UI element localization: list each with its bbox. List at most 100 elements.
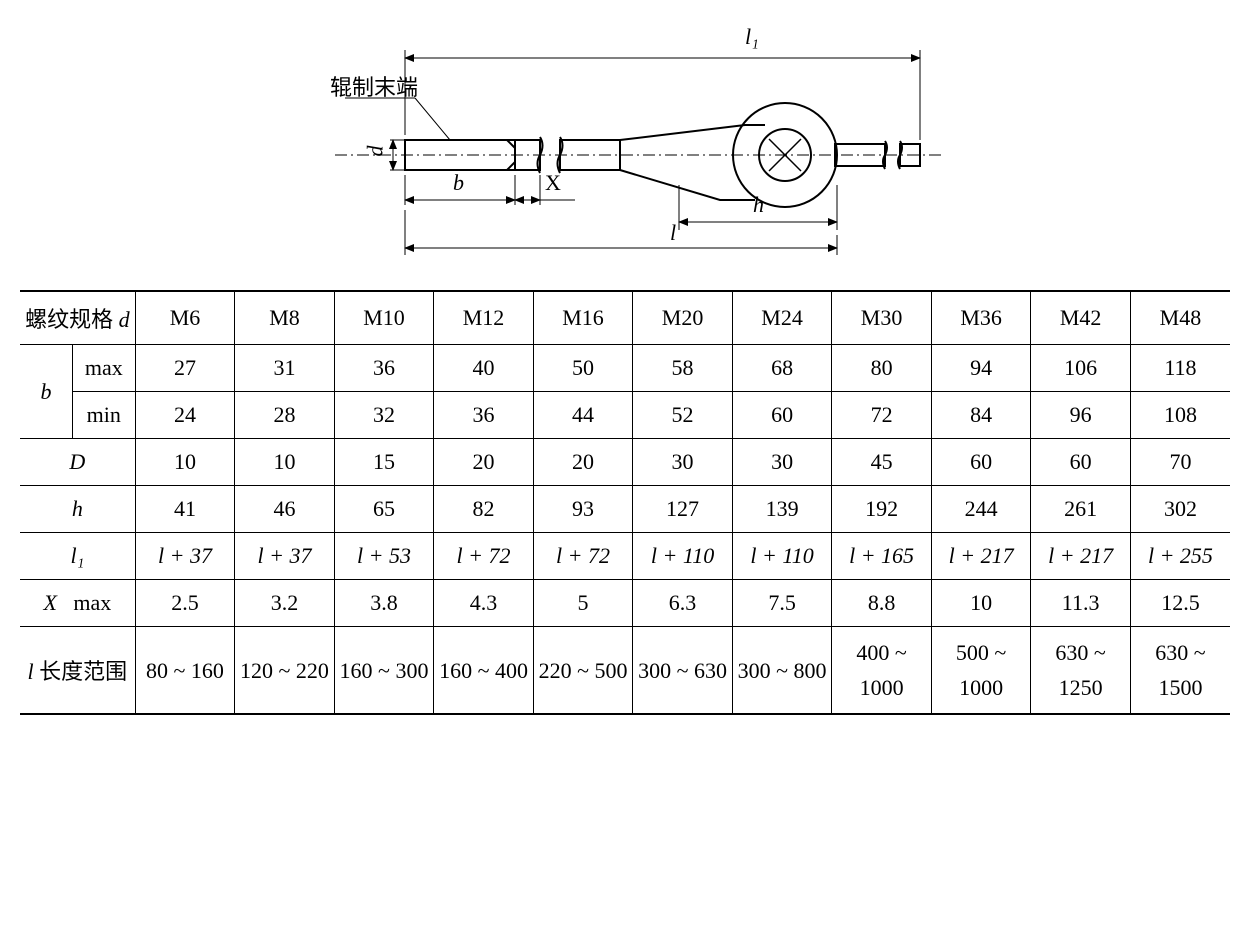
cell: 30 [732, 439, 832, 486]
dim-X: X [545, 170, 561, 196]
cell: 32 [334, 392, 434, 439]
cell: 36 [434, 392, 534, 439]
cell: l + 37 [135, 533, 235, 580]
header-thread-spec: 螺纹规格 d [20, 291, 135, 345]
cell: l + 37 [235, 533, 335, 580]
cell: 106 [1031, 345, 1131, 392]
diagram-container: 辊制末端 d b X h l l₁ [275, 20, 975, 280]
sym-l1: l₁ [20, 533, 135, 580]
cell: l + 53 [334, 533, 434, 580]
col-m6: M6 [135, 291, 235, 345]
cell: 36 [334, 345, 434, 392]
cell: 15 [334, 439, 434, 486]
cell: 630 ~ 1500 [1130, 627, 1230, 715]
dim-b: b [453, 170, 464, 196]
cell: l + 72 [533, 533, 633, 580]
row-X: X max 2.5 3.2 3.8 4.3 5 6.3 7.5 8.8 10 1… [20, 580, 1230, 627]
dim-l1: l₁ [745, 24, 759, 50]
cell: 96 [1031, 392, 1131, 439]
cell: 10 [235, 439, 335, 486]
cell: 80 [832, 345, 932, 392]
row-h: h 41 46 65 82 93 127 139 192 244 261 302 [20, 486, 1230, 533]
cell: 58 [633, 345, 733, 392]
cell: 46 [235, 486, 335, 533]
row-b-min: min 24 28 32 36 44 52 60 72 84 96 108 [20, 392, 1230, 439]
cell: 70 [1130, 439, 1230, 486]
col-m36: M36 [931, 291, 1031, 345]
cell: 160 ~ 400 [434, 627, 534, 715]
spec-table: 螺纹规格 d M6 M8 M10 M12 M16 M20 M24 M30 M36… [20, 290, 1230, 715]
cell: 28 [235, 392, 335, 439]
cell: 630 ~ 1250 [1031, 627, 1131, 715]
cell: 31 [235, 345, 335, 392]
cell: 300 ~ 800 [732, 627, 832, 715]
cell: 3.2 [235, 580, 335, 627]
label-min: min [72, 392, 135, 439]
cell: 20 [533, 439, 633, 486]
cell: 44 [533, 392, 633, 439]
cell: 94 [931, 345, 1031, 392]
cell: 160 ~ 300 [334, 627, 434, 715]
cell: 302 [1130, 486, 1230, 533]
cell: l + 165 [832, 533, 932, 580]
cell: l + 217 [1031, 533, 1131, 580]
cell: 12.5 [1130, 580, 1230, 627]
cell: 127 [633, 486, 733, 533]
cell: 30 [633, 439, 733, 486]
cell: 60 [931, 439, 1031, 486]
cell: 3.8 [334, 580, 434, 627]
cell: 41 [135, 486, 235, 533]
cell: 120 ~ 220 [235, 627, 335, 715]
col-m24: M24 [732, 291, 832, 345]
cell: 4.3 [434, 580, 534, 627]
col-m16: M16 [533, 291, 633, 345]
cell: 261 [1031, 486, 1131, 533]
cell: 52 [633, 392, 733, 439]
cell: 24 [135, 392, 235, 439]
dim-l: l [670, 220, 676, 246]
cell: 10 [135, 439, 235, 486]
cell: 10 [931, 580, 1031, 627]
cell: 139 [732, 486, 832, 533]
cell: 20 [434, 439, 534, 486]
cell: 5 [533, 580, 633, 627]
cell: 11.3 [1031, 580, 1131, 627]
cell: 72 [832, 392, 932, 439]
col-m8: M8 [235, 291, 335, 345]
col-m12: M12 [434, 291, 534, 345]
cell: 27 [135, 345, 235, 392]
sym-b: b [20, 345, 72, 439]
cell: l + 72 [434, 533, 534, 580]
cell: 220 ~ 500 [533, 627, 633, 715]
sym-D: D [20, 439, 135, 486]
row-l1: l₁ l + 37 l + 37 l + 53 l + 72 l + 72 l … [20, 533, 1230, 580]
cell: 68 [732, 345, 832, 392]
col-m20: M20 [633, 291, 733, 345]
cell: 82 [434, 486, 534, 533]
cell: 65 [334, 486, 434, 533]
col-m48: M48 [1130, 291, 1230, 345]
cell: 93 [533, 486, 633, 533]
col-m42: M42 [1031, 291, 1131, 345]
cell: l + 217 [931, 533, 1031, 580]
cell: 6.3 [633, 580, 733, 627]
label-roll-end: 辊制末端 [330, 70, 418, 102]
cell: l + 110 [633, 533, 733, 580]
col-m10: M10 [334, 291, 434, 345]
cell: 60 [1031, 439, 1131, 486]
cell: 118 [1130, 345, 1230, 392]
cell: 8.8 [832, 580, 932, 627]
cell: 244 [931, 486, 1031, 533]
cell: 45 [832, 439, 932, 486]
cell: 84 [931, 392, 1031, 439]
row-D: D 10 10 15 20 20 30 30 45 60 60 70 [20, 439, 1230, 486]
cell: 80 ~ 160 [135, 627, 235, 715]
cell: 300 ~ 630 [633, 627, 733, 715]
cell: 500 ~ 1000 [931, 627, 1031, 715]
cell: l + 110 [732, 533, 832, 580]
cell: 108 [1130, 392, 1230, 439]
sym-X: X max [20, 580, 135, 627]
sym-l-range: l 长度范围 [20, 627, 135, 715]
cell: 40 [434, 345, 534, 392]
cell: 400 ~ 1000 [832, 627, 932, 715]
